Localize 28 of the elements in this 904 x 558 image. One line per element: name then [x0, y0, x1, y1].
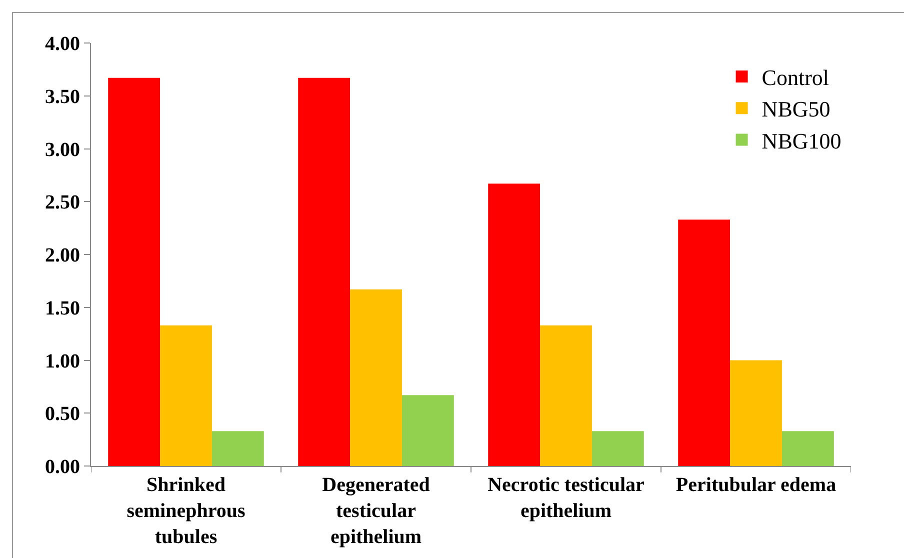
bar [782, 431, 834, 466]
bar [730, 360, 782, 466]
bar [678, 220, 730, 466]
bar [160, 325, 212, 466]
x-tick-label: Peritubular edema [676, 474, 836, 496]
bar [402, 395, 454, 466]
y-tick-label: 0.00 [45, 456, 80, 478]
y-tick-label: 1.00 [45, 350, 80, 372]
bar [350, 289, 402, 466]
y-tick-label: 3.50 [45, 86, 80, 108]
legend-label: Control [762, 65, 830, 90]
x-tick-label: Degenerated testicular epithelium [322, 474, 430, 548]
bar [212, 431, 264, 466]
legend-label: NBG100 [762, 128, 842, 154]
bar [108, 78, 160, 466]
bar [488, 184, 540, 466]
bar [298, 78, 350, 466]
y-tick-label: 2.50 [45, 192, 80, 214]
bar [592, 431, 644, 466]
bar [540, 325, 592, 466]
y-tick-label: 1.50 [45, 297, 80, 320]
y-tick-label: 2.00 [45, 244, 80, 266]
legend-label: NBG50 [762, 96, 830, 122]
x-tick-label: Shrinked seminephrous tubules [126, 474, 246, 548]
y-tick-label: 4.00 [45, 33, 80, 55]
y-tick-label: 0.50 [45, 403, 80, 426]
y-tick-label: 3.00 [45, 138, 80, 161]
x-tick-label: Necrotic testicular epithelium [488, 474, 645, 522]
